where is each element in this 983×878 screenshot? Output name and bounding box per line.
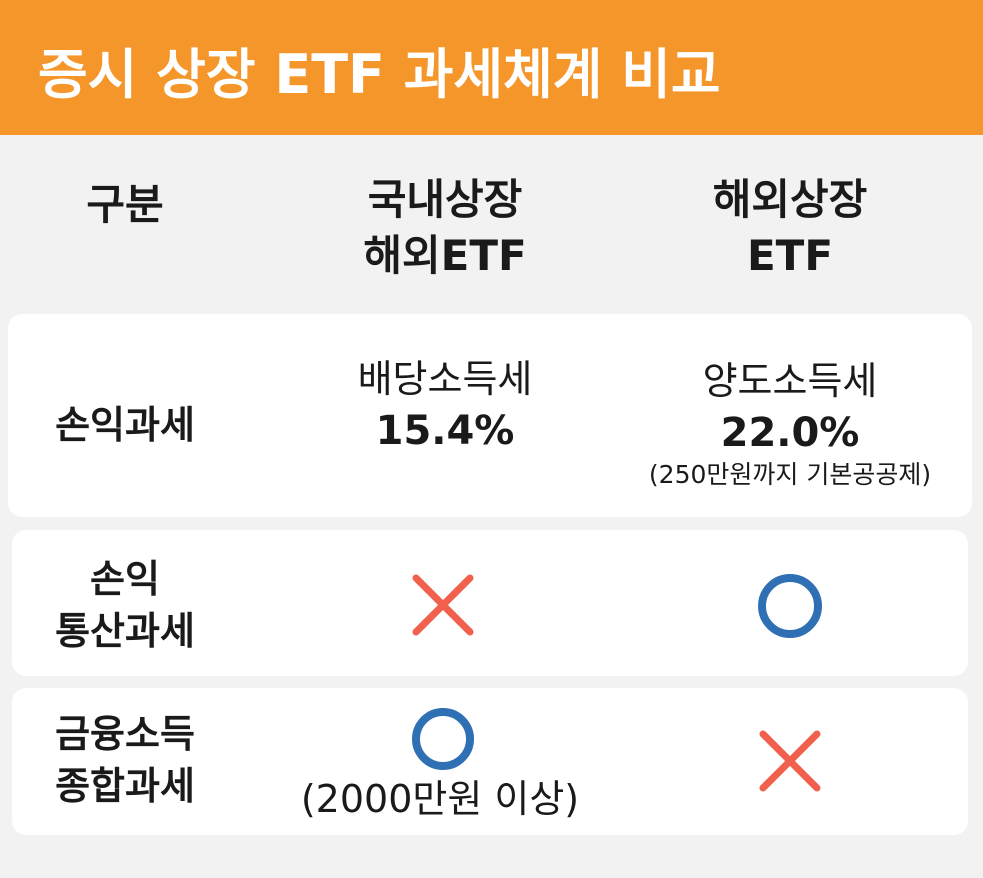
cell-text: 양도소득세 bbox=[702, 358, 878, 403]
row-card bbox=[12, 688, 968, 835]
x-icon bbox=[412, 574, 474, 636]
header-text: 해외ETF bbox=[363, 230, 527, 280]
label-text: 손익과세 bbox=[55, 403, 195, 447]
cell: 배당소득세 15.4% bbox=[290, 345, 600, 465]
header-text: 구분 bbox=[86, 180, 164, 229]
header-cell: 구분 bbox=[20, 160, 230, 250]
header-text: ETF bbox=[746, 230, 834, 280]
cell: (2000만원 이상) bbox=[270, 775, 610, 823]
cell-text: 22.0% bbox=[720, 409, 860, 456]
cell-note: (2000만원 이상) bbox=[300, 777, 580, 821]
title: 증시 상장 ETF 과세체계 비교 bbox=[38, 43, 721, 106]
cell-note: (250만원까지 기본공공제) bbox=[648, 459, 932, 489]
label-text: 손익 bbox=[90, 557, 160, 601]
label-text: 통산과세 bbox=[55, 609, 195, 653]
title-banner bbox=[0, 0, 983, 135]
row-card bbox=[12, 530, 968, 676]
header-cell: 국내상장 해외ETF bbox=[300, 165, 590, 290]
cell: 양도소득세 22.0% (250만원까지 기본공공제) bbox=[610, 345, 970, 500]
o-icon bbox=[758, 574, 822, 638]
row-label: 금융소득 종합과세 bbox=[20, 705, 230, 815]
label-text: 금융소득 bbox=[55, 712, 195, 756]
header-text: 해외상장 bbox=[712, 174, 868, 224]
row-label: 손익 통산과세 bbox=[20, 550, 230, 660]
row-label: 손익과세 bbox=[20, 380, 230, 470]
x-icon bbox=[759, 730, 821, 792]
row-card bbox=[8, 314, 972, 517]
header-cell: 해외상장 ETF bbox=[640, 165, 940, 290]
cell-text: 배당소득세 bbox=[357, 357, 533, 401]
header-text: 국내상장 bbox=[367, 174, 523, 224]
cell-text: 15.4% bbox=[375, 408, 515, 454]
o-icon bbox=[412, 708, 474, 770]
label-text: 종합과세 bbox=[55, 764, 195, 808]
